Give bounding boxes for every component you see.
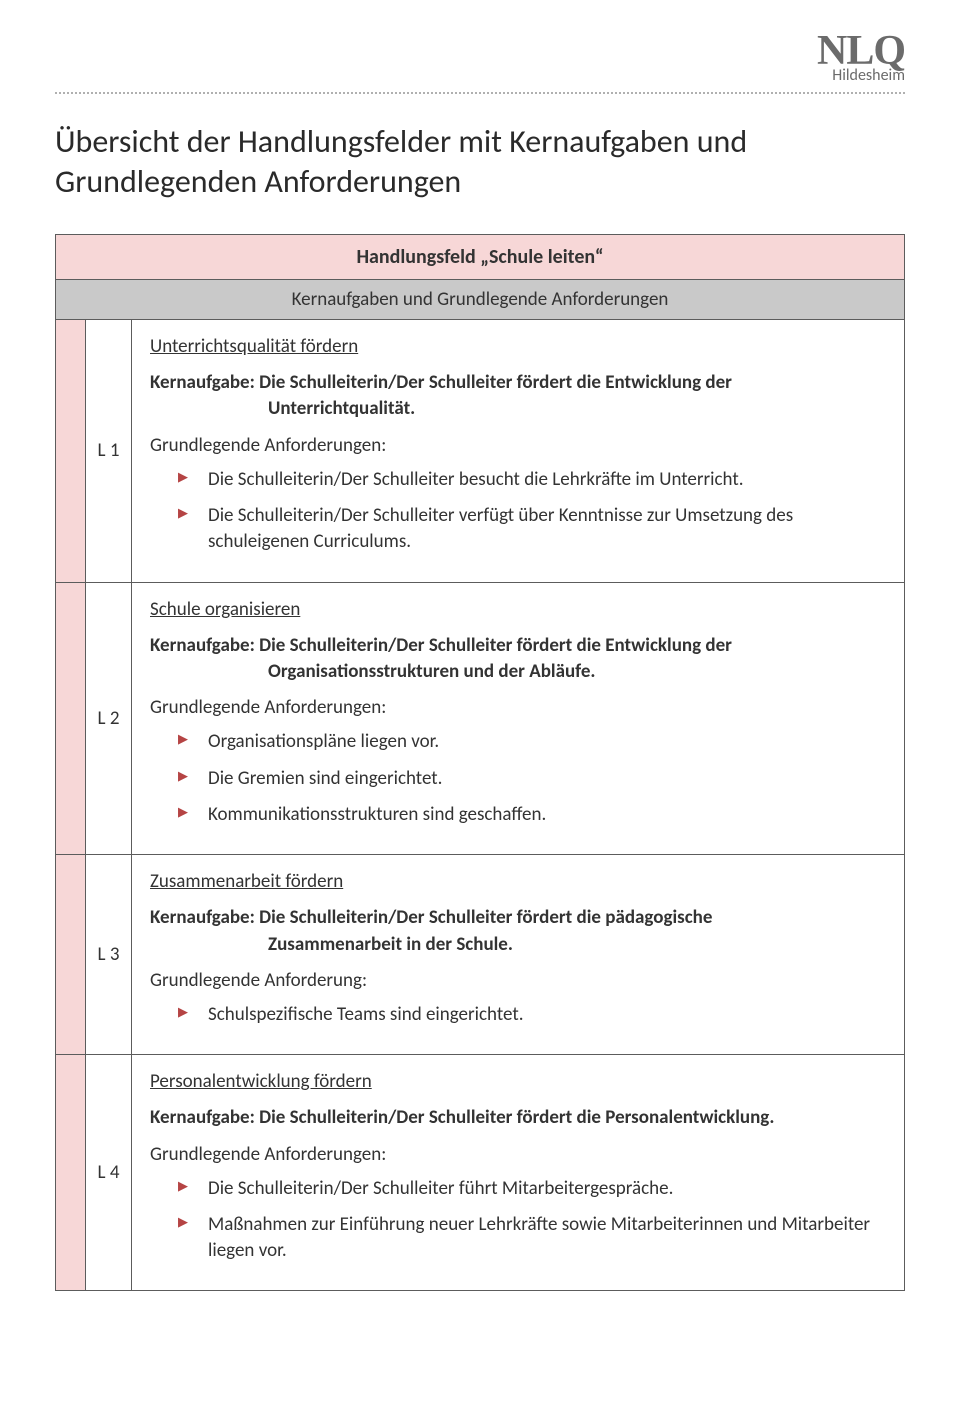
kernaufgabe-text-line2: Organisationsstrukturen und der Abläufe. [150,659,886,685]
main-table: Handlungsfeld „Schule leiten“ Kernaufgab… [55,234,905,1291]
kernaufgabe-text-line2: Zusammenarbeit in der Schule. [150,932,886,958]
section-title: Schule organisieren [150,597,886,623]
kernaufgabe-text: Die Schulleiterin/Der Schulleiter förder… [259,371,732,394]
bullet-item: Maßnahmen zur Einführung neuer Lehrkräft… [178,1212,886,1264]
kernaufgabe: Kernaufgabe: Die Schulleiterin/Der Schul… [150,1105,886,1131]
table-header-sub: Kernaufgaben und Grundlegende Anforderun… [56,280,905,320]
bullet-list: Die Schulleiterin/Der Schulleiter besuch… [150,467,886,556]
table-row: L 4 Personalentwicklung fördern Kernaufgab… [56,1055,905,1291]
kernaufgabe-text-line2: Unterrichtqualität. [150,396,886,422]
kernaufgabe-text: Die Schulleiterin/Der Schulleiter förder… [259,906,712,929]
table-header-title: Handlungsfeld „Schule leiten“ [56,235,905,280]
bullet-item: Die Schulleiterin/Der Schulleiter führt … [178,1176,886,1202]
row-left-marker [56,582,86,855]
bullet-list: Die Schulleiterin/Der Schulleiter führt … [150,1176,886,1265]
row-left-marker [56,1055,86,1291]
header: NLQ Hildesheim [55,30,905,84]
row-code: L 2 [86,582,132,855]
kernaufgabe-label: Kernaufgabe: [150,906,259,929]
row-content: Zusammenarbeit fördern Kernaufgabe: Die S… [132,855,905,1055]
bullet-list: Organisationspläne liegen vor. Die Gremie… [150,729,886,828]
bullet-item: Schulspezifische Teams sind eingerichtet… [178,1002,886,1028]
kernaufgabe-label: Kernaufgabe: [150,634,259,657]
section-title: Personalentwicklung fördern [150,1069,886,1095]
ga-label: Grundlegende Anforderungen: [150,695,886,721]
table-row: L 3 Zusammenarbeit fördern Kernaufgabe: Di… [56,855,905,1055]
kernaufgabe: Kernaufgabe: Die Schulleiterin/Der Schul… [150,905,886,957]
section-title: Unterrichtsqualität fördern [150,334,886,360]
kernaufgabe-label: Kernaufgabe: [150,1106,259,1129]
row-content: Personalentwicklung fördern Kernaufgabe: … [132,1055,905,1291]
row-code: L 1 [86,320,132,583]
bullet-item: Organisationspläne liegen vor. [178,729,886,755]
row-left-marker [56,855,86,1055]
row-content: Schule organisieren Kernaufgabe: Die Schu… [132,582,905,855]
divider [55,92,905,94]
logo: NLQ Hildesheim [817,30,905,84]
kernaufgabe: Kernaufgabe: Die Schulleiterin/Der Schul… [150,370,886,422]
row-content: Unterrichtsqualität fördern Kernaufgabe: … [132,320,905,583]
page-title: Übersicht der Handlungsfelder mit Kernau… [55,122,905,202]
section-title: Zusammenarbeit fördern [150,869,886,895]
table-row: L 1 Unterrichtsqualität fördern Kernaufgab… [56,320,905,583]
row-code: L 3 [86,855,132,1055]
kernaufgabe-text: Die Schulleiterin/Der Schulleiter förder… [259,634,732,657]
row-left-marker [56,320,86,583]
kernaufgabe: Kernaufgabe: Die Schulleiterin/Der Schul… [150,633,886,685]
row-code: L 4 [86,1055,132,1291]
bullet-item: Die Schulleiterin/Der Schulleiter besuch… [178,467,886,493]
ga-label: Grundlegende Anforderung: [150,968,886,994]
table-row: L 2 Schule organisieren Kernaufgabe: Die S… [56,582,905,855]
ga-label: Grundlegende Anforderungen: [150,433,886,459]
bullet-item: Die Schulleiterin/Der Schulleiter verfüg… [178,503,886,555]
kernaufgabe-text: Die Schulleiterin/Der Schulleiter förder… [259,1106,774,1129]
bullet-item: Die Gremien sind eingerichtet. [178,766,886,792]
ga-label: Grundlegende Anforderungen: [150,1142,886,1168]
bullet-list: Schulspezifische Teams sind eingerichtet… [150,1002,886,1028]
bullet-item: Kommunikationsstrukturen sind geschaffen… [178,802,886,828]
kernaufgabe-label: Kernaufgabe: [150,371,259,394]
